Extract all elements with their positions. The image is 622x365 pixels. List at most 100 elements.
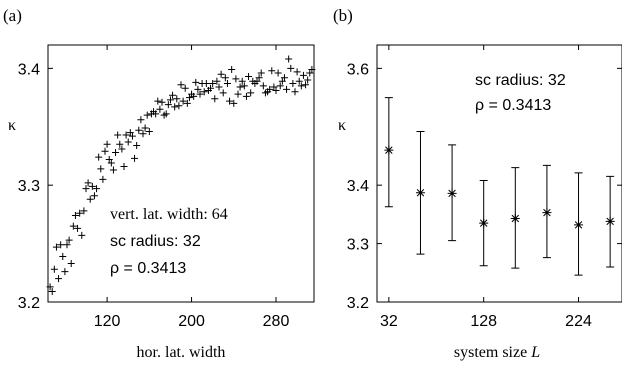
data-point <box>209 80 217 88</box>
data-point <box>84 179 92 187</box>
data-point <box>93 185 101 193</box>
data-point <box>299 71 307 79</box>
data-point <box>510 213 520 223</box>
data-point <box>48 287 56 295</box>
panel-b: (b) κ system size L 32 128 224 3.2 3.3 3.4 3.6… <box>333 6 622 361</box>
data-point <box>211 95 219 103</box>
data-point <box>162 110 170 118</box>
data-point <box>278 77 286 85</box>
x-tick-label: 224 <box>565 313 592 330</box>
x-tick-label: 280 <box>263 313 290 330</box>
data-point <box>116 140 124 148</box>
data-point <box>74 224 82 232</box>
data-point <box>86 195 94 203</box>
data-point <box>266 85 274 93</box>
data-point <box>255 74 263 82</box>
data-point <box>447 188 457 198</box>
data-point <box>141 124 149 132</box>
data-point <box>124 138 132 146</box>
data-point <box>207 84 215 92</box>
panel-b-annotation-radius: sc radius: 32 <box>475 72 566 89</box>
data-point <box>247 89 255 97</box>
data-point <box>63 241 71 249</box>
data-point <box>240 82 248 90</box>
panel-b-xlabel-text: system size <box>454 344 531 361</box>
data-point <box>82 185 90 193</box>
y-tick-label: 3.2 <box>18 295 40 312</box>
panel-b-xlabel: system size L <box>454 344 540 361</box>
data-point <box>574 220 584 230</box>
panel-b-xlabel-var: L <box>530 344 540 361</box>
y-tick-label: 3.4 <box>18 61 40 78</box>
data-point <box>57 241 65 249</box>
data-point <box>166 96 174 104</box>
data-point <box>245 73 253 81</box>
panel-a-annotation-width: vert. lat. width: 64 <box>110 206 228 223</box>
data-point <box>154 97 162 105</box>
data-point <box>289 80 297 88</box>
data-point <box>55 275 63 283</box>
data-point <box>103 140 111 148</box>
data-point <box>177 81 185 89</box>
data-point <box>276 82 284 90</box>
data-point <box>112 148 120 156</box>
data-point <box>183 99 191 107</box>
data-point <box>61 268 69 276</box>
data-point <box>605 216 615 226</box>
data-point <box>137 116 145 124</box>
data-point <box>253 77 261 85</box>
data-point <box>234 90 242 98</box>
data-point <box>145 127 153 135</box>
data-point <box>181 84 189 92</box>
data-point <box>479 218 489 228</box>
data-point <box>230 99 238 107</box>
panel-b-points <box>384 97 615 276</box>
data-point <box>76 209 84 217</box>
data-point <box>196 90 204 98</box>
data-point <box>272 87 280 95</box>
panel-a-ticks: 120 200 280 3.2 3.3 3.4 <box>18 45 290 330</box>
y-tick-label: 3.2 <box>347 295 369 312</box>
y-tick-label: 3.4 <box>347 178 369 195</box>
data-point <box>169 91 177 99</box>
data-point <box>158 98 166 106</box>
data-point <box>71 212 79 220</box>
data-point <box>156 105 164 113</box>
data-point <box>164 101 172 109</box>
data-point <box>69 222 77 230</box>
data-point <box>219 89 227 97</box>
data-point <box>120 162 128 170</box>
data-point <box>415 188 425 198</box>
data-point <box>139 130 147 138</box>
panel-b-ylabel: κ <box>338 117 346 134</box>
data-point <box>173 95 181 103</box>
panel-a-xlabel: hor. lat. width <box>137 344 226 361</box>
data-point <box>101 147 109 155</box>
panel-a-points <box>46 55 316 295</box>
data-point <box>285 55 293 63</box>
data-point <box>99 175 107 183</box>
panel-a-frame <box>47 44 315 303</box>
data-point <box>257 69 265 77</box>
data-point <box>215 83 223 91</box>
data-point <box>95 153 103 161</box>
panel-b-label: (b) <box>333 6 353 25</box>
data-point <box>143 111 151 119</box>
x-tick-label: 200 <box>178 313 205 330</box>
panel-a-label: (a) <box>3 6 22 25</box>
panel-b-frame <box>376 44 622 303</box>
data-point <box>297 82 305 90</box>
data-point <box>105 155 113 163</box>
data-point <box>192 78 200 86</box>
data-point <box>226 97 234 105</box>
data-point <box>270 83 278 91</box>
data-point <box>114 131 122 139</box>
data-point <box>306 69 314 77</box>
data-point <box>78 231 86 239</box>
data-point <box>200 88 208 96</box>
data-point <box>202 80 210 88</box>
x-tick-label: 128 <box>470 313 497 330</box>
data-point <box>236 83 244 91</box>
data-point <box>133 141 141 149</box>
data-point <box>152 110 160 118</box>
